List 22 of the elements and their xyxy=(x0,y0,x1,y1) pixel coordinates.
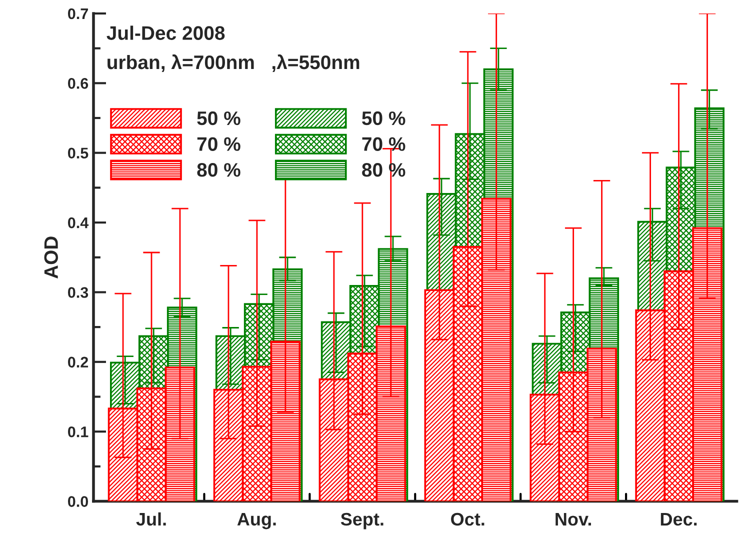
legend-label: 70 % xyxy=(197,137,240,151)
y-tick-label: 0.0 xyxy=(68,496,88,507)
legend-label: 70 % xyxy=(362,137,406,151)
y-tick-label: 0.7 xyxy=(68,8,88,20)
x-tick-label: Sept. xyxy=(340,512,384,530)
y-tick-label: 0.1 xyxy=(68,426,88,438)
text: urban, λ=700nm ,λ=550nm xyxy=(108,54,360,72)
y-tick-label: 0.2 xyxy=(68,356,88,368)
legend-label: 50 % xyxy=(362,111,406,126)
y-tick-label: 0.4 xyxy=(68,217,89,228)
chart-title: Jul-Dec 2008 xyxy=(106,26,225,40)
x-tick-label: Nov. xyxy=(556,513,591,526)
y-tick-label: 0.6 xyxy=(68,78,88,89)
x-tick-label: Dec. xyxy=(660,513,697,526)
x-tick-label: Jul. xyxy=(136,512,166,526)
x-tick-label: Oct. xyxy=(451,512,484,526)
y-axis-title: AOD xyxy=(44,236,58,278)
y-tick-label: 0.3 xyxy=(68,287,88,298)
y-tick-label: 0.5 xyxy=(68,148,88,159)
legend-label: 80 % xyxy=(197,163,240,177)
legend-label: 50 % xyxy=(197,111,240,126)
x-tick-label: Aug. xyxy=(237,512,276,530)
